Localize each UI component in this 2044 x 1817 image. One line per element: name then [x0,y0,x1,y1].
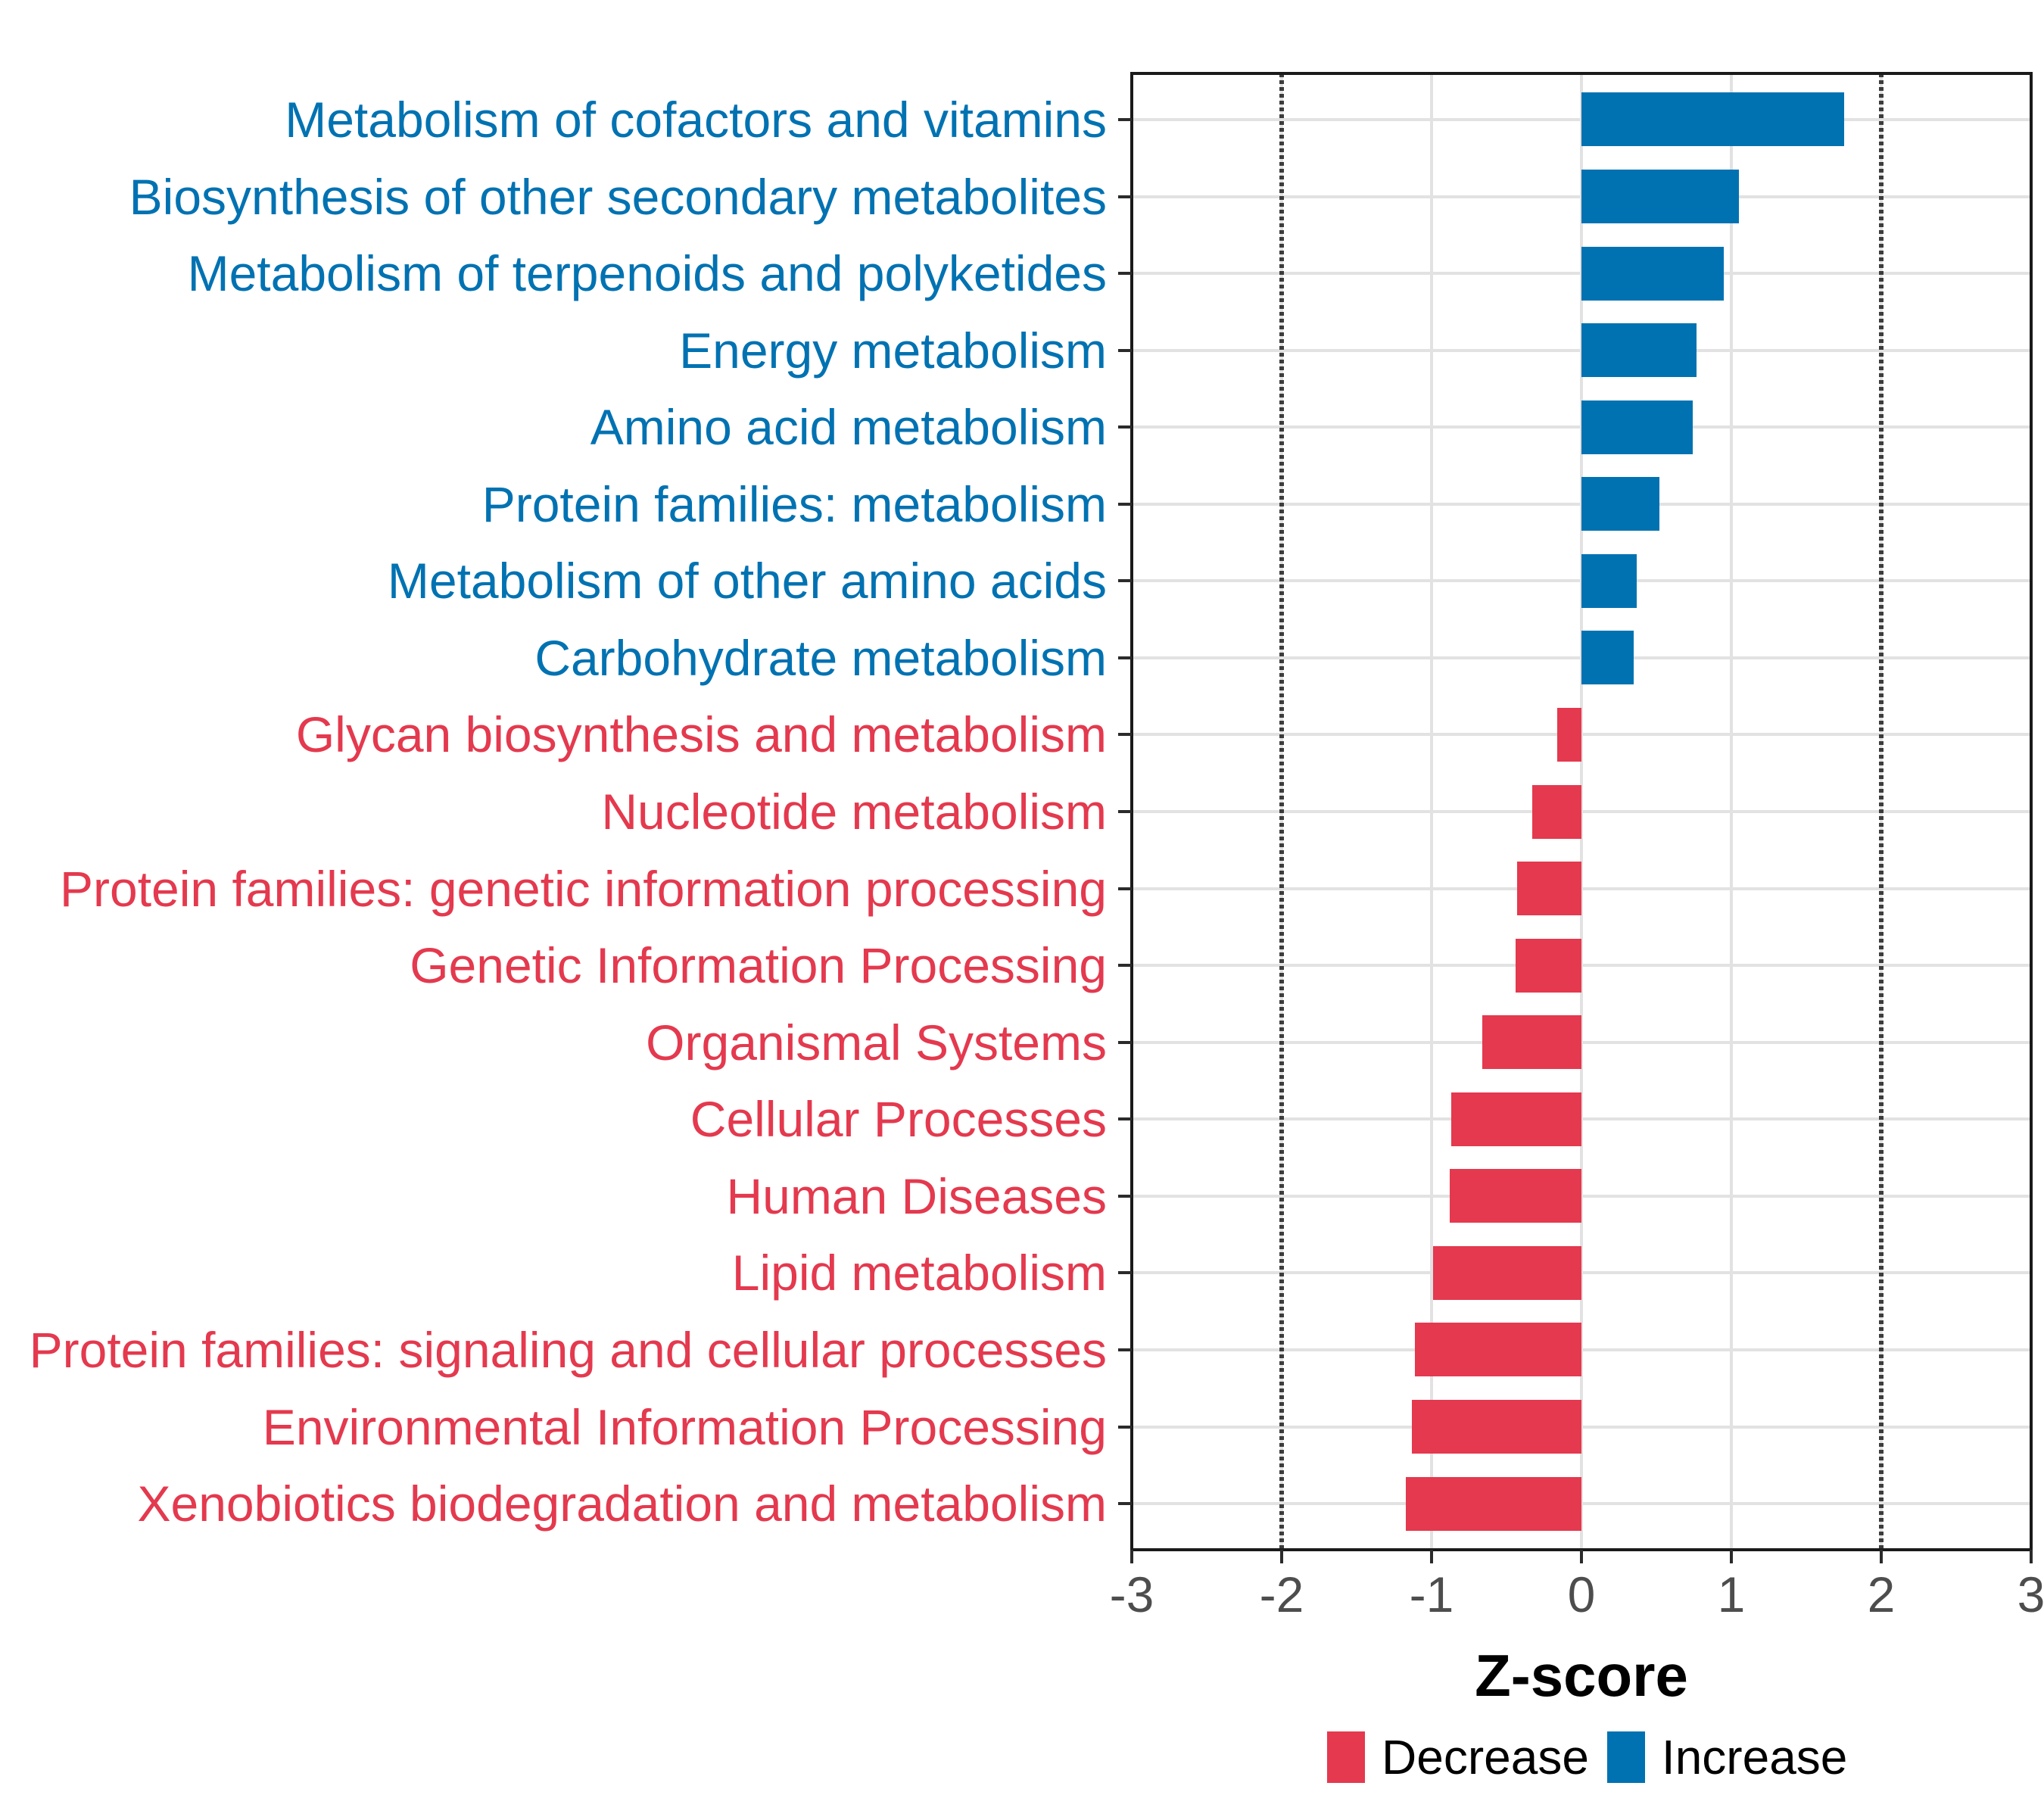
legend: Decrease Increase [1327,1729,1847,1785]
bar-decrease [1432,1245,1581,1300]
increase-color-swatch [1606,1731,1645,1783]
x-axis-tick-label: 0 [1567,1566,1596,1622]
bar-decrease [1531,784,1581,839]
x-tick [1130,1550,1133,1563]
legend-label-decrease: Decrease [1382,1730,1589,1784]
x-axis-tick-label: 3 [2017,1566,2044,1622]
y-axis-label: Metabolism of terpenoids and polyketides [187,245,1107,302]
bar-decrease [1406,1476,1581,1531]
bar-increase [1581,92,1844,147]
y-tick [1118,195,1132,198]
x-axis-tick-label: 1 [1717,1566,1746,1622]
y-axis-label: Biosynthesis of other secondary metaboli… [129,168,1107,225]
y-axis-label: Amino acid metabolism [590,399,1107,456]
y-axis-label: Protein families: signaling and cellular… [29,1321,1107,1378]
reference-line [1279,73,1284,1550]
y-axis-label: Energy metabolism [679,322,1107,379]
y-tick [1118,117,1132,121]
y-axis-label: Glycan biosynthesis and metabolism [295,706,1107,763]
y-axis-label: Organismal Systems [646,1014,1107,1071]
bar-decrease [1412,1400,1581,1454]
bar-increase [1581,400,1693,454]
vertical-gridline [1730,73,1733,1550]
x-tick [1430,1550,1433,1563]
decrease-color-swatch [1327,1731,1365,1783]
y-tick [1118,656,1132,659]
x-tick [1280,1550,1283,1563]
bar-increase [1581,170,1739,223]
x-axis-title: Z-score [1475,1642,1688,1709]
y-axis-label: Protein families: metabolism [481,475,1107,532]
y-tick [1118,887,1132,890]
legend-item-decrease: Decrease [1327,1729,1589,1785]
y-tick [1118,348,1132,352]
legend-item-increase: Increase [1606,1729,1848,1785]
bar-increase [1581,553,1637,608]
y-tick [1118,579,1132,583]
y-tick [1118,733,1132,737]
y-tick [1118,964,1132,968]
y-tick [1118,1040,1132,1044]
y-axis-label: Metabolism of cofactors and vitamins [285,91,1107,148]
bar-decrease [1450,1092,1581,1146]
x-axis-tick-label: -2 [1259,1566,1304,1622]
y-axis-label: Environmental Information Processing [262,1398,1107,1455]
bar-decrease [1449,1169,1581,1223]
y-axis-label: Cellular Processes [690,1091,1107,1148]
x-axis-tick-label: -3 [1109,1566,1154,1622]
y-axis-label: Carbohydrate metabolism [534,629,1107,686]
y-axis-label: Metabolism of other amino acids [387,553,1107,609]
bar-increase [1581,246,1725,301]
y-tick [1118,1425,1132,1429]
y-axis-label: Lipid metabolism [731,1245,1107,1301]
bar-increase [1581,631,1634,685]
y-tick [1118,1348,1132,1351]
bar-increase [1581,323,1697,378]
y-tick [1118,810,1132,813]
bar-decrease [1415,1323,1581,1377]
y-tick [1118,1194,1132,1198]
legend-label-increase: Increase [1661,1730,1848,1784]
x-tick [2030,1550,2033,1563]
x-tick [1580,1550,1583,1563]
vertical-gridline [2030,73,2033,1550]
x-axis-tick-label: 2 [1867,1566,1896,1622]
y-axis-label: Genetic Information Processing [410,937,1107,994]
y-tick [1118,1271,1132,1275]
y-tick [1118,502,1132,506]
y-tick [1118,425,1132,429]
vertical-gridline [1430,73,1433,1550]
y-axis-label: Protein families: genetic information pr… [59,860,1107,917]
bar-decrease [1557,707,1581,762]
bar-decrease [1516,862,1581,916]
y-axis-label: Nucleotide metabolism [601,784,1107,840]
y-axis-label: Xenobiotics biodegradation and metabolis… [137,1476,1108,1532]
bar-decrease [1482,1015,1581,1070]
bar-decrease [1515,938,1581,993]
y-tick [1118,1117,1132,1121]
x-axis-tick-label: -1 [1409,1566,1454,1622]
y-tick [1118,1502,1132,1506]
x-tick [1730,1550,1733,1563]
y-tick [1118,272,1132,276]
reference-line [1879,73,1884,1550]
bar-increase [1581,477,1659,531]
x-tick [1880,1550,1883,1563]
y-axis-label: Human Diseases [726,1167,1107,1224]
vertical-gridline [1580,73,1583,1550]
